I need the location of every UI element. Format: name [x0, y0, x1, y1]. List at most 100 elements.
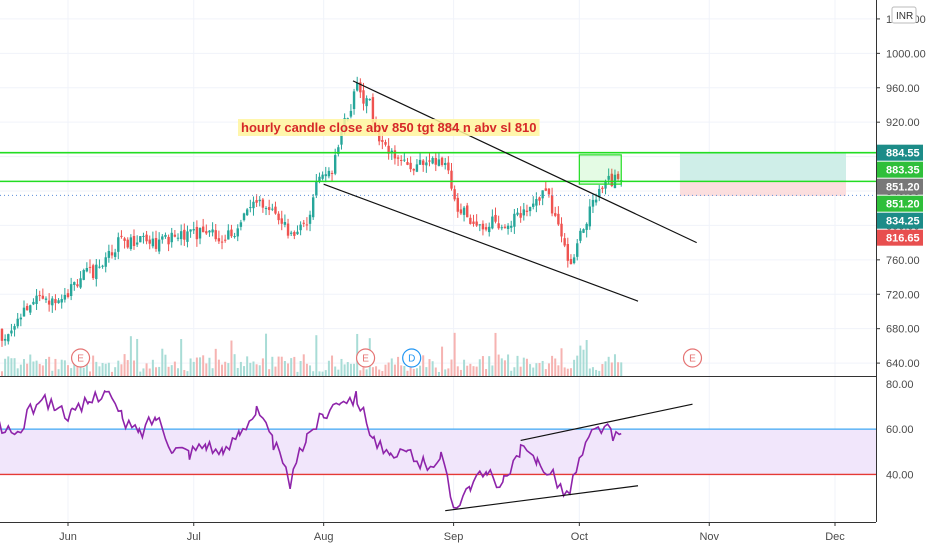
rsi-line[interactable]: [0, 389, 622, 509]
rsi-trend-line[interactable]: [520, 403, 693, 442]
candle-body: [7, 334, 10, 342]
volume-bar: [195, 357, 198, 376]
volume-bar: [585, 340, 588, 376]
price-label[interactable]: 816.65: [877, 229, 923, 246]
candle-body: [217, 238, 221, 242]
candle-body: [223, 239, 227, 241]
candle-body: [409, 162, 412, 170]
candle-body: [38, 295, 41, 297]
volume-bar: [123, 354, 126, 376]
volume-bar: [503, 360, 506, 376]
candle-body: [107, 250, 111, 258]
candle-body: [3, 338, 7, 341]
volume-bar: [167, 366, 170, 376]
volume-bar: [384, 364, 387, 376]
volume-bar: [101, 362, 104, 376]
volume-bar: [299, 361, 302, 376]
candle-body: [513, 213, 516, 227]
volume-bar: [98, 366, 101, 376]
price-tick-label: 760.00: [886, 255, 920, 267]
volume-bar: [538, 362, 541, 376]
candle-body: [337, 147, 340, 155]
volume-bar: [117, 360, 120, 376]
volume-bar: [513, 367, 516, 376]
event-marker[interactable]: E: [70, 348, 91, 368]
candle-body: [393, 150, 397, 159]
stop-zone[interactable]: [679, 181, 846, 196]
volume-bar: [265, 333, 268, 376]
event-marker[interactable]: E: [355, 348, 376, 368]
rsi-trend-line[interactable]: [445, 485, 639, 512]
price-label[interactable]: 884.55: [877, 144, 923, 161]
target-zone[interactable]: [679, 152, 846, 182]
volume-bar: [601, 364, 604, 376]
time-tick-label: Oct: [571, 531, 588, 543]
currency-badge[interactable]: INR: [891, 6, 917, 24]
volume-bar: [431, 361, 434, 376]
volume-bar: [133, 360, 136, 376]
price-label-bg: [877, 161, 923, 178]
candle-body: [434, 157, 437, 165]
horizontal-levels[interactable]: [0, 151, 876, 196]
candle-body: [381, 140, 384, 142]
candle-body: [296, 231, 299, 235]
candle-body: [585, 223, 588, 230]
annotation-highlight: [238, 119, 540, 136]
volume-bar: [437, 371, 440, 376]
consolidation-box[interactable]: [578, 154, 622, 185]
volume-bar: [447, 368, 450, 376]
candle-body: [431, 157, 434, 164]
candle-body: [41, 295, 45, 299]
candle-body: [29, 305, 32, 313]
price-label-text: 883.35: [886, 165, 920, 177]
volume-bar: [551, 355, 554, 376]
price-label-text: 851.20: [886, 199, 920, 211]
volume-bar: [26, 363, 29, 376]
price-label[interactable]: 834.25: [877, 212, 923, 229]
event-marker[interactable]: E: [682, 348, 703, 368]
candle-body: [362, 90, 365, 104]
channel-line[interactable]: [323, 183, 639, 302]
volume-bar: [239, 361, 242, 376]
candle-body: [189, 229, 192, 232]
candle-body: [277, 213, 280, 221]
price-label[interactable]: 851.20: [877, 178, 923, 195]
candle-body: [519, 213, 522, 218]
volume-bar: [70, 368, 73, 376]
volume-bar: [541, 360, 544, 376]
trend-lines[interactable]: [323, 80, 697, 302]
volume-bar: [554, 358, 557, 376]
candle-body: [135, 242, 139, 245]
volume-bar: [280, 356, 283, 376]
event-marker[interactable]: D: [402, 348, 422, 368]
volume-bar: [290, 358, 293, 376]
candle-body: [293, 232, 296, 236]
price-label[interactable]: 883.35: [877, 161, 923, 178]
candle-body: [491, 216, 494, 229]
event-label: E: [689, 354, 696, 365]
volume-bar: [500, 358, 503, 376]
risk-reward-zones[interactable]: [679, 152, 846, 196]
price-label[interactable]: 851.20: [877, 195, 923, 212]
channel-line[interactable]: [352, 80, 697, 244]
volume-bar: [4, 358, 7, 376]
volume-bar: [258, 365, 261, 376]
volume-bar: [274, 366, 277, 376]
volume-bar: [85, 361, 88, 376]
candle-body: [428, 160, 431, 162]
volume-bar: [170, 365, 173, 376]
volume-bar: [337, 369, 340, 376]
event-label: E: [77, 354, 84, 365]
volume-bar: [205, 363, 208, 376]
volume-bar: [560, 348, 563, 376]
candle-body: [154, 237, 158, 249]
volume-bar: [54, 358, 57, 376]
rsi-panel[interactable]: [0, 376, 876, 512]
volume-bar: [151, 359, 154, 376]
annotation-text: hourly candle close abv 850 tgt 884 n ab…: [241, 120, 537, 135]
candle-body: [591, 199, 595, 207]
volume-bar: [481, 356, 484, 376]
